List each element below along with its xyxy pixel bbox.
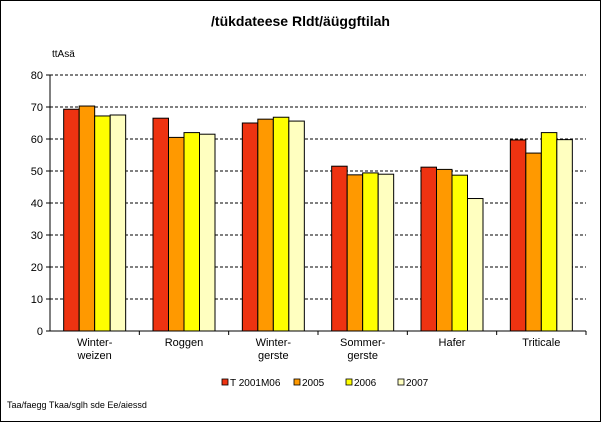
legend-label: 2006 (354, 378, 377, 389)
bar (168, 136, 185, 332)
bar (540, 132, 558, 332)
footnote: Taa/faegg Tkaa/sglh sde Ee/aiessd (7, 400, 147, 410)
x-category-label: Winter-weizen (77, 337, 113, 362)
y-tick-label: 30 (31, 230, 43, 242)
y-tick-label: 60 (31, 134, 43, 146)
bar (288, 120, 305, 332)
bar (257, 118, 274, 332)
x-category-label: Roggen (165, 337, 204, 349)
bar (241, 122, 259, 332)
y-tick-label: 80 (31, 70, 43, 82)
legend-swatch (345, 378, 353, 386)
y-axis-label: ttAsä (52, 49, 75, 60)
bar (346, 174, 364, 332)
bar (94, 115, 111, 332)
bar (331, 165, 348, 332)
x-category-label: Hafer (439, 337, 466, 349)
y-tick-label: 20 (31, 262, 43, 274)
bar (152, 117, 169, 332)
bar (78, 105, 96, 332)
x-category-label: Sommer-gerste (340, 337, 386, 362)
legend-label: T 2001M06 (230, 378, 281, 389)
x-category-label: Triticale (522, 337, 560, 349)
y-tick-label: 50 (31, 166, 43, 178)
bar (272, 116, 290, 332)
bar (525, 152, 542, 332)
bar (420, 166, 437, 332)
bar (556, 139, 573, 332)
bar (183, 132, 200, 332)
legend-swatch (293, 378, 301, 386)
bar (451, 174, 468, 332)
y-tick-label: 10 (31, 294, 43, 306)
bar (63, 108, 80, 332)
x-category-label: Winter-gerste (256, 337, 292, 362)
y-tick-label: 70 (31, 102, 43, 114)
legend-label: 2005 (302, 378, 325, 389)
legend-swatch (397, 378, 405, 386)
bar (509, 139, 527, 332)
legend-swatch (221, 378, 229, 386)
bar (109, 114, 127, 332)
bar (199, 133, 216, 332)
bar (436, 168, 453, 332)
bar (467, 198, 484, 332)
y-tick-label: 0 (37, 326, 43, 338)
y-tick-label: 40 (31, 198, 43, 210)
chart-title: /tükdateese Rldt/äüggftilah (211, 13, 390, 29)
legend-label: 2007 (406, 378, 429, 389)
bar (377, 173, 395, 332)
bar (362, 172, 379, 332)
